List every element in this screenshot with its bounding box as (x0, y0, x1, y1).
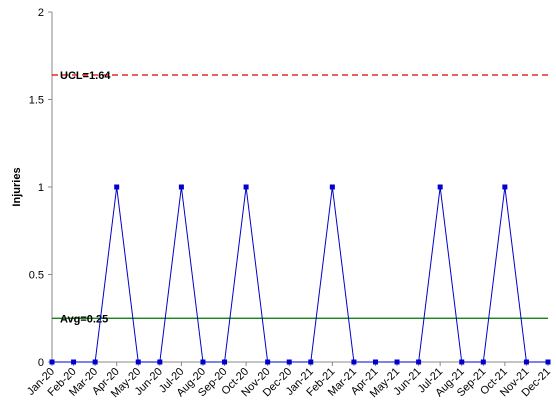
data-point (329, 184, 335, 190)
data-point (92, 359, 98, 365)
data-point (416, 359, 422, 365)
data-point (545, 359, 551, 365)
data-point (286, 359, 292, 365)
y-tick-label: 2 (38, 7, 44, 19)
y-tick-label: 0.5 (29, 270, 44, 282)
y-tick-label: 0 (38, 357, 44, 369)
data-point (135, 359, 141, 365)
data-point (265, 359, 271, 365)
data-point (49, 359, 55, 365)
series-line (52, 186, 548, 363)
data-point (200, 359, 206, 365)
y-tick-label: 1 (38, 182, 44, 194)
y-axis-label: Injuries (11, 167, 23, 206)
data-point (114, 184, 120, 190)
data-point (523, 359, 529, 365)
data-point (502, 184, 508, 190)
data-point (437, 184, 443, 190)
data-point (459, 359, 465, 365)
data-point (71, 359, 77, 365)
data-point (394, 359, 400, 365)
reference-label: Avg=0.25 (60, 313, 108, 325)
data-point (157, 359, 163, 365)
data-point (222, 359, 228, 365)
y-tick-label: 1.5 (29, 95, 44, 107)
reference-label: UCL=1.64 (60, 70, 111, 82)
data-point (308, 359, 314, 365)
data-point (480, 359, 486, 365)
data-point (351, 359, 357, 365)
data-point (243, 184, 249, 190)
data-point (178, 184, 184, 190)
data-point (372, 359, 378, 365)
